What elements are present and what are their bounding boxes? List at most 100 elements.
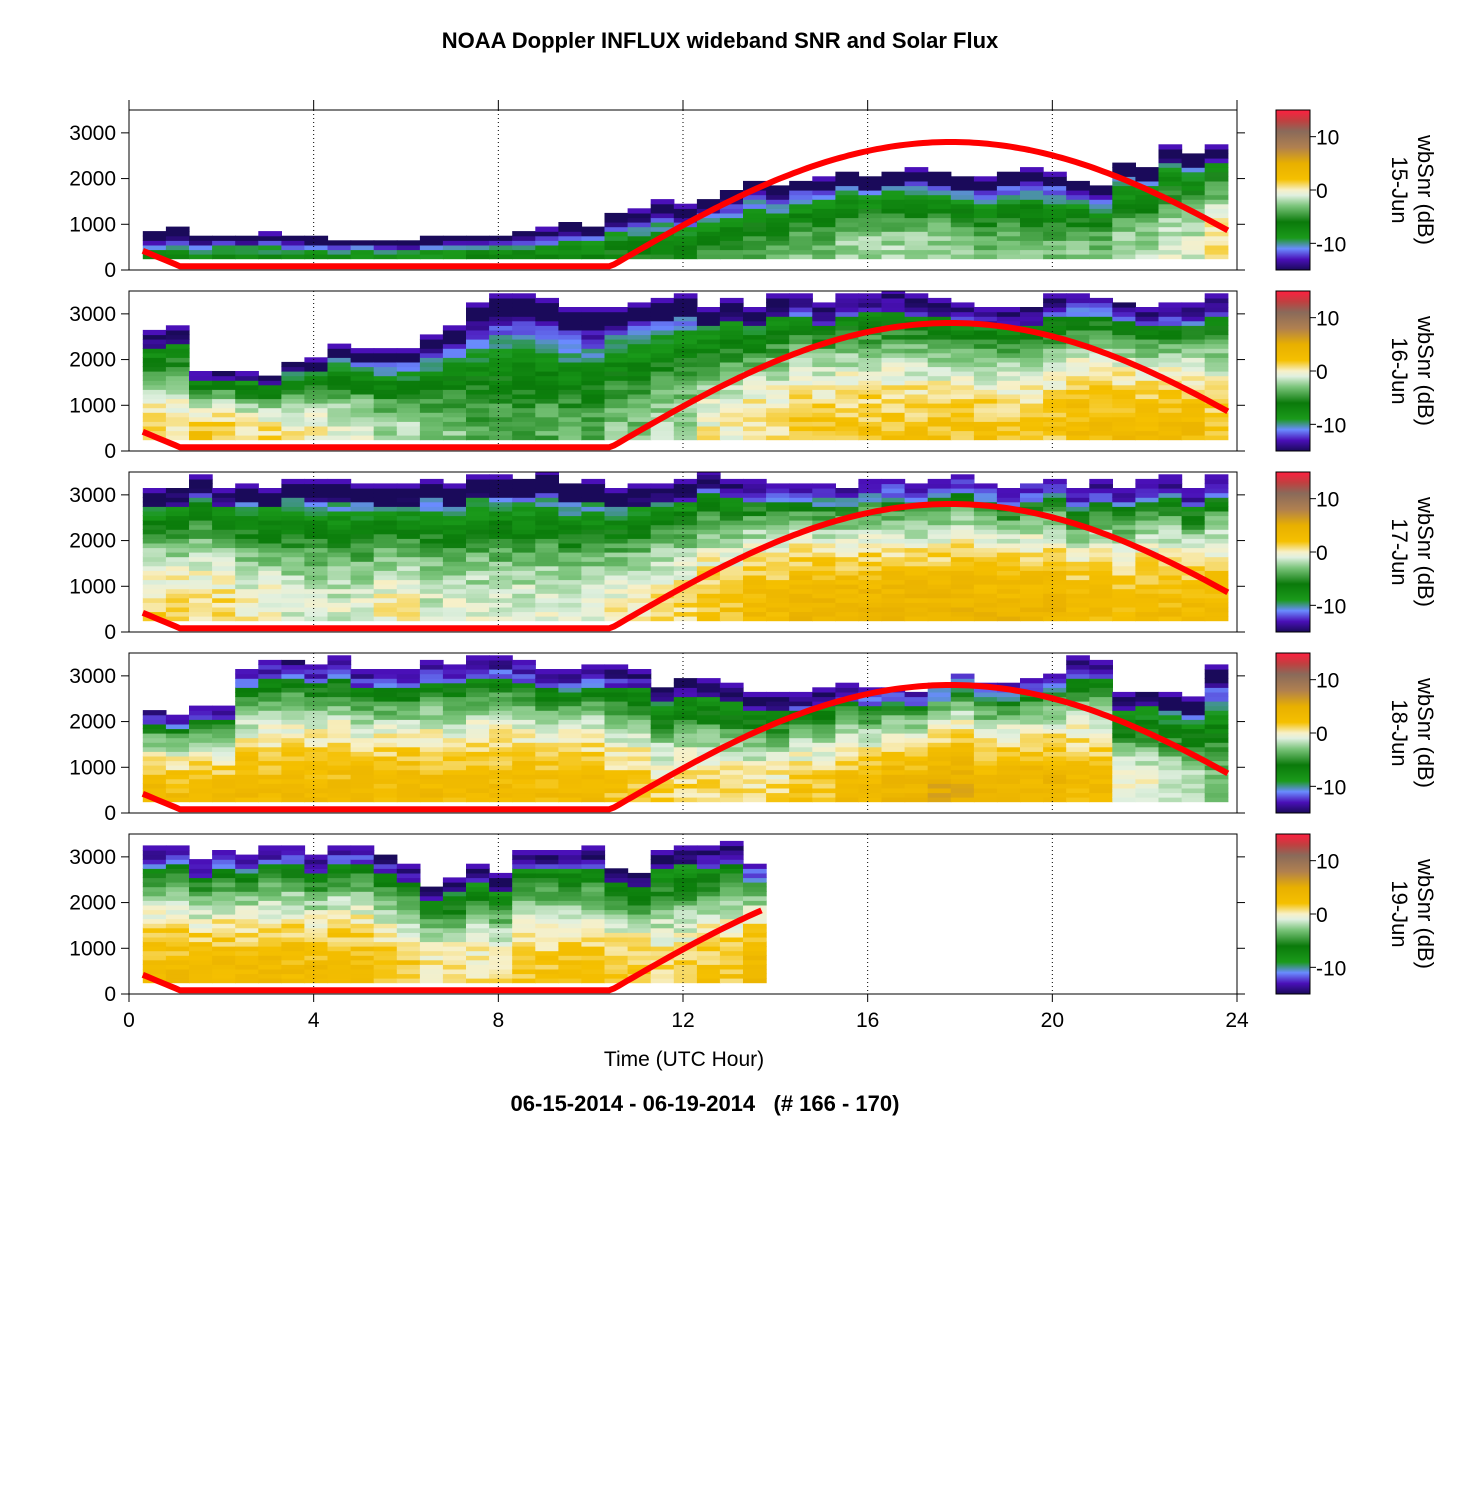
heatmap-cell [535, 678, 559, 684]
heatmap-cell [281, 664, 306, 670]
heatmap-cell [996, 194, 1021, 200]
heatmap-cell [719, 574, 744, 581]
heatmap-cell [1204, 217, 1229, 223]
heatmap-cell [604, 696, 629, 702]
heatmap-cell [304, 593, 329, 599]
heatmap-cell [165, 854, 190, 860]
heatmap-cell [581, 787, 606, 794]
heatmap-cell [535, 611, 559, 617]
heatmap-cell [881, 297, 906, 304]
heatmap-cell [650, 492, 675, 498]
heatmap-cell [396, 375, 421, 381]
heatmap-cell [1043, 728, 1067, 734]
heatmap-cell [789, 533, 813, 539]
heatmap-cell [1158, 162, 1183, 168]
heatmap-cell [512, 597, 536, 603]
heatmap-cell [743, 226, 767, 232]
heatmap-cell [304, 746, 329, 752]
heatmap-cell [627, 435, 652, 441]
heatmap-cell [304, 524, 329, 530]
heatmap-cell [281, 746, 306, 752]
heatmap-cell [1135, 520, 1160, 526]
heatmap-cell [973, 497, 998, 503]
heatmap-cell [950, 348, 975, 354]
heatmap-cell [558, 538, 583, 544]
heatmap-cell [1020, 348, 1044, 354]
heatmap-cell [419, 412, 444, 418]
heatmap-cell [766, 723, 790, 730]
heatmap-cell [327, 710, 352, 716]
heatmap-cell [1204, 556, 1229, 562]
heatmap-cell [604, 611, 629, 617]
heatmap-cell [535, 574, 559, 581]
heatmap-cell [142, 769, 167, 775]
heatmap-cell [696, 343, 721, 349]
heatmap-cell [627, 593, 652, 599]
heatmap-cell [1112, 588, 1136, 594]
heatmap-cell [881, 797, 906, 803]
heatmap-cell [373, 506, 398, 512]
heatmap-cell [696, 561, 721, 567]
colorbar-label: wbSnr (dB) [1413, 134, 1438, 245]
heatmap-cell [396, 774, 421, 780]
heatmap-cell [396, 574, 421, 581]
heatmap-cell [1158, 778, 1183, 784]
heatmap-cell [489, 240, 513, 246]
heatmap-cell [743, 714, 767, 720]
heatmap-cell [512, 231, 536, 237]
heatmap-cell [973, 199, 998, 205]
heatmap-cell [142, 927, 167, 933]
heatmap-cell [1020, 389, 1044, 395]
heatmap-cell [258, 705, 282, 711]
heatmap-cell [558, 723, 583, 730]
heatmap-cell [789, 565, 813, 571]
heatmap-cell [835, 774, 860, 780]
heatmap-cell [281, 696, 306, 702]
heatmap-cell [189, 561, 213, 567]
heatmap-cell [281, 533, 306, 539]
heatmap-cell [1181, 158, 1206, 164]
heatmap-cell [812, 375, 836, 381]
heatmap-cell [1020, 687, 1044, 693]
heatmap-cell [1043, 746, 1067, 752]
heatmap-cell [512, 311, 536, 317]
heatmap-cell [235, 524, 259, 530]
heatmap-cell [973, 231, 998, 237]
heatmap-cell [904, 366, 929, 372]
heatmap-cell [512, 588, 536, 594]
heatmap-cell [673, 244, 698, 251]
heatmap-cell [627, 588, 652, 594]
heatmap-cell [1020, 212, 1044, 219]
heatmap-cell [950, 597, 975, 603]
heatmap-cell [350, 950, 375, 956]
heatmap-cell [835, 244, 860, 251]
heatmap-cell [996, 584, 1021, 590]
heatmap-cell [1135, 570, 1160, 576]
heatmap-cell [1020, 240, 1044, 246]
heatmap-cell [604, 742, 629, 748]
heatmap-cell [581, 334, 606, 340]
heatmap-cell [1066, 425, 1090, 432]
heatmap-cell [996, 616, 1021, 622]
heatmap-cell [165, 380, 190, 386]
heatmap-cell [258, 249, 282, 255]
heatmap-cell [165, 579, 190, 585]
heatmap-cell [904, 778, 929, 784]
heatmap-cell [558, 435, 583, 441]
heatmap-cell [973, 687, 998, 693]
heatmap-cell [189, 941, 213, 947]
heatmap-cell [258, 845, 282, 851]
heatmap-cell [1204, 158, 1229, 164]
heatmap-cell [996, 226, 1021, 232]
heatmap-cell [212, 746, 236, 752]
heatmap-cell [1158, 542, 1183, 549]
heatmap-cell [581, 501, 606, 507]
heatmap-cell [419, 235, 444, 241]
heatmap-cell [881, 547, 906, 553]
heatmap-cell [281, 742, 306, 748]
heatmap-cell [1043, 529, 1067, 535]
heatmap-cell [858, 357, 883, 363]
heatmap-cell [281, 501, 306, 507]
heatmap-cell [1112, 421, 1136, 427]
heatmap-cell [1020, 751, 1044, 757]
